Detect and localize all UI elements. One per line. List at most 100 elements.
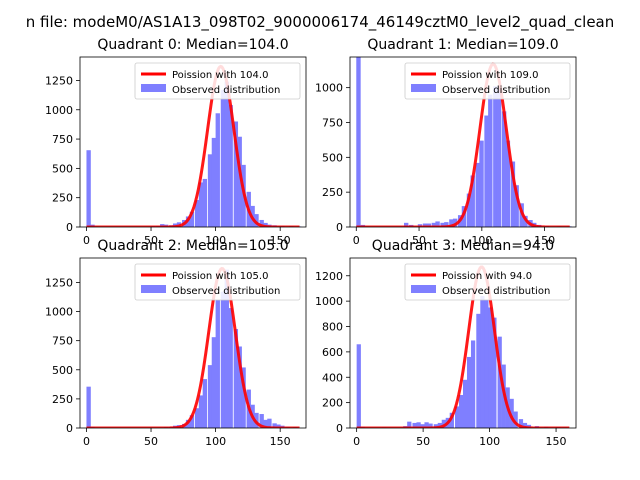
legend-hist-swatch	[141, 84, 166, 92]
quadrant-0-ytick-label: 750	[52, 133, 73, 146]
quadrant-1-xtick-label: 0	[353, 234, 360, 247]
quadrant-1-ytick-label: 500	[322, 151, 343, 164]
quadrant-0-poisson-line	[86, 64, 300, 227]
quadrant-2-hist-bar	[215, 299, 220, 428]
quadrant-3-hist-bar	[433, 424, 439, 428]
quadrant-1-xtick-label: 150	[534, 234, 555, 247]
quadrant-1-hist-bar	[496, 87, 502, 227]
quadrant-3-hist-bar	[428, 423, 433, 428]
quadrant-1-hist-bar	[426, 223, 431, 227]
quadrant-3-xtick-label: 150	[546, 435, 567, 448]
legend-fit-label: Poission with 105.0	[172, 271, 268, 282]
legend-hist-swatch	[141, 285, 166, 293]
quadrant-0-plot-area	[86, 64, 302, 227]
quadrant-2-hist-bar	[263, 419, 268, 428]
quadrant-3-xtick-label: 100	[479, 435, 500, 448]
legend-hist-swatch	[411, 285, 436, 293]
quadrant-1-legend: Poission with 109.0 Observed distribution	[404, 62, 571, 100]
quadrant-2-ytick-label: 750	[52, 335, 73, 348]
quadrant-2-ytick-label: 1000	[45, 306, 73, 319]
quadrant-0-hist-bar	[202, 178, 208, 227]
quadrant-0-hist-bar	[233, 121, 239, 227]
quadrant-0-hist-bar	[207, 154, 213, 227]
quadrant-1-hist-bar	[449, 219, 454, 227]
quadrant-3-xtick-label: 0	[353, 435, 360, 448]
quadrant-1-hist-bar	[403, 222, 409, 227]
quadrant-0-xtick-label: 0	[83, 234, 90, 247]
quadrant-3-hist-bar	[476, 313, 481, 428]
quadrant-1-hist-bar	[356, 57, 361, 227]
legend-box	[134, 62, 301, 100]
quadrant-1-ytick-label: 1000	[315, 82, 343, 95]
quadrant-0-xtick-label: 100	[205, 234, 226, 247]
quadrant-3-hist-bar	[522, 422, 528, 428]
quadrant-3-hist-bar	[463, 379, 468, 428]
quadrant-1-ytick-label: 0	[336, 221, 343, 234]
quadrant-2-hist-bar	[207, 365, 213, 428]
quadrant-2-title: Quadrant 2: Median=105.0	[97, 238, 288, 254]
quadrant-1-hist-bar	[501, 111, 507, 227]
quadrant-1-hist-bar	[435, 221, 440, 227]
quadrant-3-xtick-label: 50	[416, 435, 430, 448]
quadrant-1-hist-bar	[484, 115, 489, 227]
quadrant-2-plot-area	[86, 266, 300, 428]
quadrant-3-ytick-label: 1200	[315, 270, 343, 283]
quadrant-0-hist-bar	[263, 222, 268, 227]
quadrant-2-hist-bar	[224, 269, 229, 428]
quadrant-2-ytick-label: 1250	[45, 276, 73, 289]
quadrant-1-hist-bar	[510, 161, 516, 227]
legend-box	[404, 263, 571, 301]
quadrant-0-hist-bar	[215, 113, 220, 227]
quadrant-1-panel: 0 50 100 150 0 250 500 750 1000 Quadrant 1: Media…	[315, 37, 577, 247]
quadrant-1-hist-bar	[514, 185, 519, 227]
quadrant-0-ytick-label: 250	[52, 192, 73, 205]
quadrant-3-ytick-label: 600	[322, 346, 343, 359]
quadrant-2-axes-frame	[79, 257, 307, 429]
quadrant-3-hist-bar	[480, 296, 485, 428]
quadrant-1-ytick-label: 250	[322, 186, 343, 199]
quadrant-3-hist-bar	[416, 422, 421, 428]
quadrant-1-plot-area	[356, 57, 572, 227]
quadrant-3-hist-bar	[420, 424, 425, 428]
quadrant-1-hist-bar	[479, 140, 484, 227]
quadrant-2-hist-bar	[228, 308, 233, 428]
quadrant-3-ytick-label: 200	[322, 397, 343, 410]
legend-box	[134, 263, 301, 301]
quadrant-0-hist-bar	[198, 182, 204, 227]
legend-hist-label: Observed distribution	[442, 85, 550, 96]
quadrant-1-hist-bar	[488, 94, 493, 227]
quadrant-0-ytick-label: 1000	[45, 104, 73, 117]
quadrant-3-ytick-label: 1000	[315, 295, 343, 308]
quadrant-2-ytick-label: 0	[66, 422, 73, 435]
quadrant-1-poisson-line	[356, 62, 570, 227]
quadrant-1-hist-bar	[422, 223, 428, 227]
quadrant-3-hist-bar	[437, 422, 442, 428]
quadrant-0-hist-bar	[224, 81, 229, 227]
quadrant-0-legend: Poission with 104.0 Observed distribution	[134, 62, 301, 100]
quadrant-3-hist-bar	[412, 422, 417, 428]
quadrant-3-hist-bar	[497, 336, 502, 428]
quadrant-3-hist-bar	[470, 340, 476, 428]
quadrant-0-panel: 0 50 100 150 0 250 500 750 1000 1250 Quadrant 0: M…	[45, 37, 307, 247]
quadrant-0-title: Quadrant 0: Median=104.0	[97, 37, 288, 53]
quadrant-2-hist-bar	[241, 367, 246, 428]
legend-fit-label: Poission with 104.0	[172, 70, 268, 81]
quadrant-1-hist-bar	[470, 175, 475, 227]
legend-hist-label: Observed distribution	[172, 286, 280, 297]
quadrant-0-hist-bar	[86, 150, 91, 227]
quadrant-1-axes-frame	[349, 56, 577, 228]
quadrant-0-xtick-label: 50	[144, 234, 158, 247]
quadrant-2-xtick-label: 50	[144, 435, 158, 448]
quadrant-2-ytick-label: 500	[52, 364, 73, 377]
quadrant-1-hist-bar	[444, 222, 449, 227]
legend-box	[404, 62, 571, 100]
quadrant-1-hist-bar	[505, 140, 511, 227]
figure-suptitle: n file: modeM0/AS1A13_098T02_9000006174_…	[26, 13, 615, 32]
quadrant-3-hist-bar	[509, 398, 514, 428]
quadrant-1-ytick-label: 750	[322, 116, 343, 129]
quadrant-0-hist-bar	[237, 136, 242, 227]
quadrant-0-hist-bar	[211, 137, 217, 227]
quadrant-2-hist-bar	[86, 386, 91, 428]
quadrant-0-ytick-label: 1250	[45, 74, 73, 87]
quadrant-0-xtick-label: 150	[270, 234, 291, 247]
